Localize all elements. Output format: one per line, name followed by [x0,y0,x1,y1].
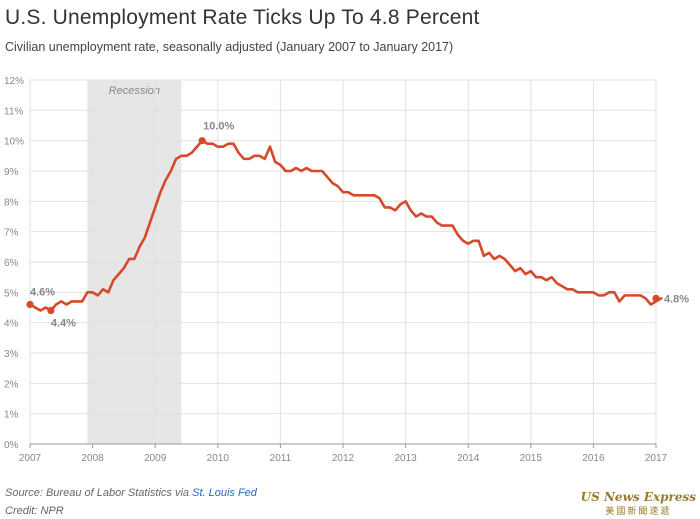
x-tick-label: 2007 [19,453,42,464]
chart-title: U.S. Unemployment Rate Ticks Up To 4.8 P… [5,6,480,29]
x-tick-label: 2012 [332,453,355,464]
y-tick-label: 12% [4,76,24,87]
y-tick-label: 0% [4,440,19,451]
series-line [28,139,663,312]
annotation-label: 4.4% [51,318,76,330]
watermark-logo: US News Express 美國新聞速遞 [581,490,696,517]
y-tick-label: 5% [4,288,19,299]
y-tick-label: 8% [4,197,19,208]
x-tick-label: 2016 [582,453,605,464]
x-tick-label: 2011 [270,453,292,464]
x-tick-label: 2015 [520,453,543,464]
chart-subtitle: Civilian unemployment rate, seasonally a… [5,40,454,54]
x-tick-label: 2017 [645,453,668,464]
annotated-point [47,306,55,315]
x-tick-label: 2008 [81,453,104,464]
annotation-label: 4.6% [30,286,55,298]
y-tick-label: 10% [4,137,24,148]
annotation-label: 10.0% [203,121,234,133]
source-note: Source: Bureau of Labor Statistics via S… [5,487,257,499]
y-tick-label: 11% [4,106,23,117]
y-tick-label: 7% [4,228,19,239]
y-tick-label: 3% [4,349,19,360]
watermark-subtitle: 美國新聞速遞 [605,507,672,517]
y-tick-label: 2% [4,379,19,390]
source-prefix: Source: Bureau of Labor Statistics via [5,487,193,499]
annotated-point [198,137,206,145]
credit-note: Credit: NPR [5,505,64,517]
recession-label: Recession [109,85,160,97]
y-tick-label: 9% [4,167,19,178]
y-tick-label: 1% [4,410,19,421]
source-link[interactable]: St. Louis Fed [192,487,257,499]
x-tick-label: 2014 [457,453,480,464]
y-tick-label: 6% [4,258,19,269]
x-tick-label: 2013 [394,453,417,464]
x-tick-label: 2009 [144,453,167,464]
line-chart: Recession 0%1%2%3%4%5%6%7%8%9%10%11%12% … [4,76,689,464]
x-tick-label: 2010 [207,453,230,464]
annotated-point [652,294,660,302]
annotation-label: 4.8% [664,293,689,305]
y-tick-label: 4% [4,319,19,330]
annotated-point [26,300,34,309]
watermark-title: US News Express [580,490,696,504]
